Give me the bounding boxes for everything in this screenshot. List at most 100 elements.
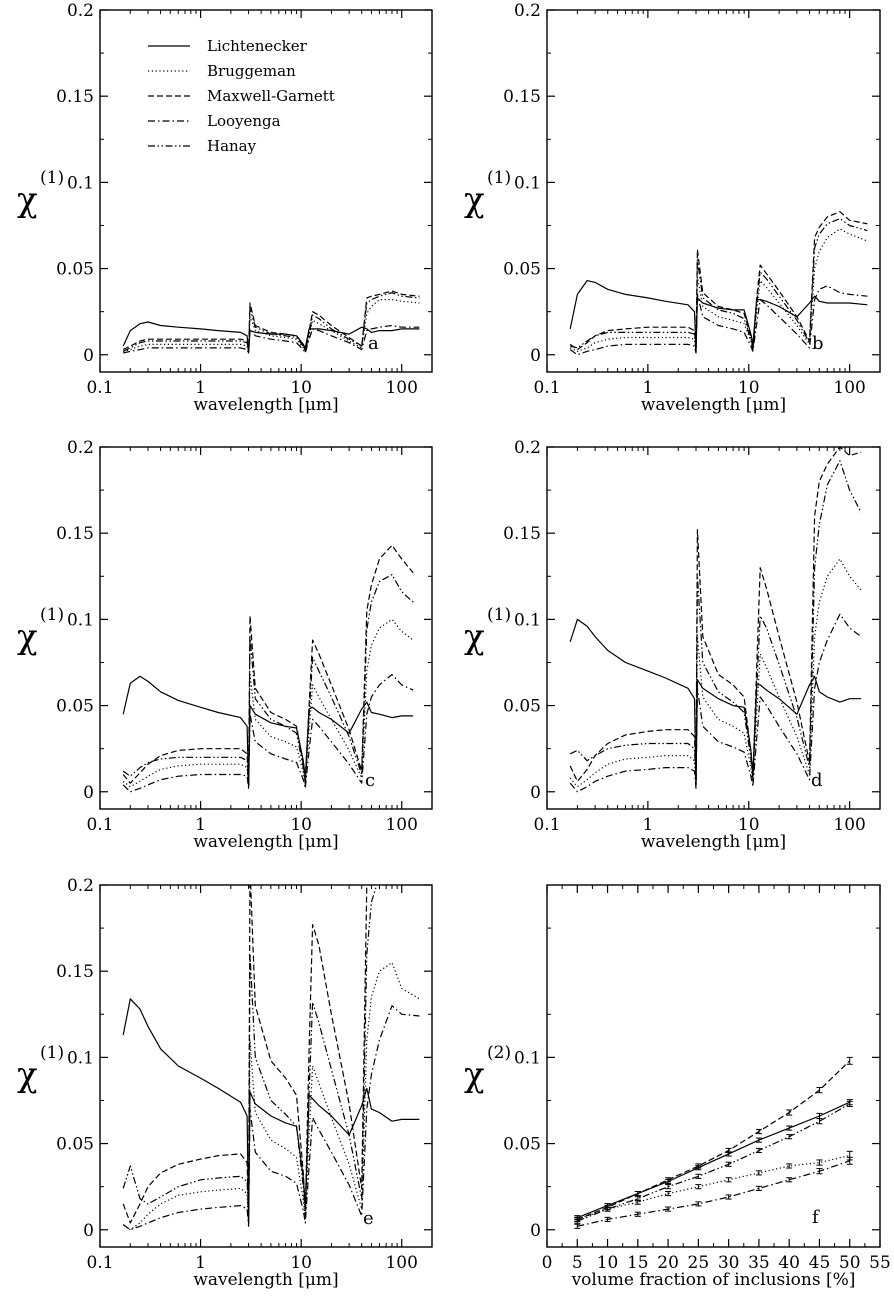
x-tick-label: 5 (572, 1253, 583, 1273)
y-axis-label-superscript: (1) (487, 168, 511, 188)
panel-letter: f (812, 1207, 820, 1228)
y-tick-label: 0.2 (67, 1, 94, 21)
series-line-maxwell-garnett (569, 447, 862, 783)
y-axis-label: χ (17, 180, 38, 220)
x-tick-label: 20 (657, 1253, 679, 1273)
y-axis-label-superscript: (1) (487, 605, 511, 625)
x-tick-label: 45 (809, 1253, 831, 1273)
series-line-hanay (122, 292, 420, 352)
series-group (574, 1056, 853, 1229)
panel-letter: a (368, 333, 379, 354)
y-tick-label: 0.05 (56, 1135, 94, 1155)
panel-letter: d (811, 770, 823, 791)
x-tick-label: 15 (627, 1253, 649, 1273)
series-line-looyenga (569, 613, 862, 793)
series-line-lichtenecker (122, 998, 420, 1222)
series-line-hanay (122, 573, 414, 788)
x-axis-label: wavelength [μm] (193, 832, 338, 852)
y-axis-label-superscript: (1) (40, 1043, 64, 1063)
x-tick-label: 10 (290, 815, 312, 835)
series-line-lichtenecker (577, 1101, 850, 1219)
series-group (122, 544, 414, 793)
y-tick-label: 0.05 (56, 697, 94, 717)
legend-label: Maxwell-Garnett (207, 87, 335, 105)
y-tick-label: 0.2 (514, 438, 541, 458)
y-axis-label: χ (464, 180, 485, 220)
plot-frame (546, 884, 881, 1248)
x-tick-label: 1 (195, 1253, 206, 1273)
legend-label: Hanay (207, 137, 257, 155)
y-tick-label: 0 (530, 783, 541, 803)
y-tick-label: 0.05 (56, 260, 94, 280)
x-tick-label: 100 (385, 815, 417, 835)
y-tick-label: 0 (83, 1221, 94, 1241)
x-axis-label: wavelength [μm] (193, 1270, 338, 1290)
series-line-hanay (577, 1103, 850, 1222)
x-axis-label: wavelength [μm] (641, 395, 786, 415)
x-tick-label: 10 (290, 378, 312, 398)
x-tick-label: 100 (385, 1253, 417, 1273)
series-line-looyenga (569, 285, 868, 356)
x-tick-label: 10 (738, 378, 760, 398)
x-tick-label: 0.1 (533, 378, 560, 398)
x-tick-label: 30 (718, 1253, 740, 1273)
series-line-maxwell-garnett (122, 544, 414, 786)
x-tick-label: 25 (688, 1253, 710, 1273)
panel-letter: c (365, 770, 375, 791)
y-tick-label: 0.2 (67, 438, 94, 458)
series-group (122, 885, 420, 1231)
chart-panel-c: 0.1 1 10 100 0 0.05 0.1 0.15 0.2 wavelength [μm] χ… (17, 438, 433, 852)
y-tick-label: 0.1 (67, 610, 94, 630)
x-tick-label: 10 (597, 1253, 619, 1273)
x-axis-label: volume fraction of inclusions [%] (571, 1270, 856, 1290)
series-line-hanay (122, 885, 420, 1222)
plot-frame (99, 446, 433, 810)
series-line-maxwell-garnett (122, 290, 420, 352)
x-tick-label: 1 (195, 815, 206, 835)
series-group (122, 290, 420, 354)
series-line-looyenga (122, 673, 414, 793)
series-line-maxwell-garnett (577, 1060, 851, 1220)
series-line-looyenga (577, 1160, 850, 1227)
x-tick-label: 0.1 (86, 378, 113, 398)
chart-panel-a: 0.1 1 10 100 0 0.05 0.1 0.15 0.2 wavelength [μm] χ… (17, 1, 433, 415)
x-tick-label: 0 (542, 1253, 553, 1273)
y-axis-label: χ (17, 1055, 38, 1095)
chart-panel-d: 0.1 1 10 100 0 0.05 0.1 0.15 0.2 wavelength [μm] χ… (464, 438, 881, 852)
y-axis-label: χ (464, 617, 485, 657)
x-tick-label: 100 (833, 815, 865, 835)
y-tick-label: 0 (530, 1221, 541, 1241)
y-tick-label: 0.05 (503, 260, 541, 280)
y-axis-label-superscript: (1) (40, 605, 64, 625)
series-line-maxwell-garnett (569, 211, 868, 351)
y-axis-label-superscript: (1) (40, 168, 64, 188)
panel-letter: e (363, 1208, 374, 1229)
series-line-bruggeman (122, 618, 414, 788)
y-axis-label: χ (464, 1055, 485, 1095)
series-line-bruggeman (577, 1155, 850, 1220)
x-axis-label: wavelength [μm] (193, 395, 338, 415)
series-line-lichtenecker (122, 675, 414, 788)
x-tick-label: 55 (869, 1253, 891, 1273)
x-tick-label: 100 (833, 378, 865, 398)
x-tick-label: 1 (642, 378, 653, 398)
y-tick-label: 0.15 (503, 524, 541, 544)
y-tick-label: 0.1 (67, 173, 94, 193)
y-tick-label: 0.15 (56, 87, 94, 107)
y-tick-label: 0 (530, 346, 541, 366)
x-tick-label: 35 (748, 1253, 770, 1273)
series-line-bruggeman (123, 299, 420, 354)
y-tick-label: 0.1 (514, 173, 541, 193)
series-line-hanay (570, 218, 868, 352)
plot-frame (99, 9, 433, 373)
x-tick-label: 0.1 (533, 815, 560, 835)
y-axis-label: χ (17, 617, 38, 657)
x-tick-label: 10 (738, 815, 760, 835)
panel-letter: b (812, 333, 824, 354)
series-line-looyenga (122, 1005, 420, 1231)
x-tick-label: 1 (195, 378, 206, 398)
y-tick-label: 0.1 (67, 1048, 94, 1068)
x-tick-label: 0.1 (86, 815, 113, 835)
